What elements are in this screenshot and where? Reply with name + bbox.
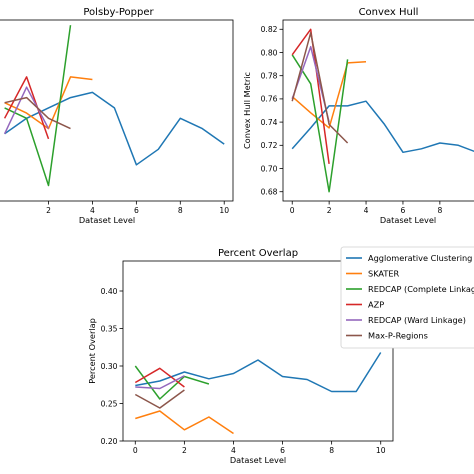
convex-hull-xtick-label: 4: [364, 206, 369, 215]
percent-overlap-ytick-label: 0.35: [101, 324, 118, 333]
percent-overlap-series-skater: [135, 410, 234, 435]
percent-overlap-xtick-label: 4: [231, 446, 236, 455]
convex-hull-ytick-label: 0.78: [261, 71, 278, 80]
percent-overlap-series-redcap-ward-linkage: [135, 375, 185, 390]
convex-hull-xtick-label: 0: [290, 206, 295, 215]
percent-overlap-series-max-p-regions: [134, 389, 185, 409]
legend-entry-agglomerative-clustering: Agglomerative Clustering: [368, 253, 472, 263]
convex-hull-ytick-label: 0.82: [261, 25, 278, 34]
convex-hull-ylabel: Convex Hull Metric: [242, 72, 252, 149]
convex-hull-ytick-label: 0.74: [261, 118, 278, 127]
polsby-popper-xtick-label: 4: [90, 206, 95, 215]
convex-hull-ytick-label: 0.68: [261, 188, 278, 197]
polsby-popper-series-redcap-complete-linkage: [4, 25, 72, 187]
convex-hull-series-skater: [291, 61, 367, 129]
polsby-popper-title: Polsby-Popper: [83, 7, 154, 18]
legend-entry-skater: SKATER: [368, 269, 400, 279]
convex-hull-title: Convex Hull: [359, 7, 419, 18]
percent-overlap-xtick-label: 10: [376, 446, 386, 455]
legend-frame: [340, 246, 474, 349]
polsby-popper-panel: 2 4 6 8 10 Polsby-Popper Dataset Level: [0, 7, 234, 225]
polsby-popper-axes-frame: [0, 19, 234, 202]
convex-hull-ytick-label: 0.80: [261, 48, 278, 57]
polsby-popper-series-azp: [3, 76, 50, 140]
legend-entry-max-p-regions: Max-P-Regions: [368, 331, 428, 341]
convex-hull-panel: 0 2 4 6 8 0.68 0.70 0.72 0.74 0.76 0.78 0.80 0.82 Con…: [242, 7, 474, 225]
polsby-popper-xtick-label: 2: [46, 206, 51, 215]
legend-entry-azp: AZP: [368, 300, 384, 310]
polsby-popper-xlabel: Dataset Level: [79, 215, 135, 225]
convex-hull-ytick-label: 0.70: [261, 164, 278, 173]
percent-overlap-xtick-label: 2: [182, 446, 187, 455]
convex-hull-xtick-label: 6: [401, 206, 406, 215]
convex-hull-series-agglomerative-clustering: [291, 100, 474, 154]
convex-hull-axes-frame: [282, 19, 474, 202]
percent-overlap-ylabel: Percent Overlap: [87, 318, 97, 384]
percent-overlap-ytick-label: 0.40: [101, 287, 118, 296]
polsby-popper-series-group: [3, 25, 225, 187]
legend-entry-redcap-complete-linkage: REDCAP (Complete Linkage): [368, 284, 474, 294]
percent-overlap-ytick-label: 0.20: [101, 437, 118, 446]
percent-overlap-panel: 0 2 4 6 8 10 0.20 0.25 0.30 0.35 0.40 Percent Overl…: [87, 248, 394, 465]
convex-hull-ytick-label: 0.72: [261, 141, 278, 150]
percent-overlap-axes-frame: [122, 260, 394, 442]
percent-overlap-xlabel: Dataset Level: [230, 455, 286, 465]
percent-overlap-ytick-label: 0.30: [101, 362, 118, 371]
legend: Agglomerative Clustering SKATER REDCAP (Co…: [340, 246, 474, 349]
legend-entry-redcap-ward-linkage: REDCAP (Ward Linkage): [368, 315, 466, 325]
percent-overlap-title: Percent Overlap: [218, 248, 298, 259]
convex-hull-xlabel: Dataset Level: [380, 215, 436, 225]
polsby-popper-xtick-label: 8: [178, 206, 183, 215]
percent-overlap-series-agglomerative-clustering: [135, 352, 382, 393]
percent-overlap-xtick-label: 8: [329, 446, 334, 455]
percent-overlap-xtick-label: 0: [133, 446, 138, 455]
percent-overlap-series-redcap-complete-linkage: [134, 365, 210, 400]
convex-hull-series-max-p-regions: [291, 32, 349, 144]
polsby-popper-series-redcap-ward-linkage: [3, 86, 50, 135]
percent-overlap-ytick-label: 0.25: [101, 399, 118, 408]
polsby-popper-xtick-label: 6: [134, 206, 139, 215]
polsby-popper-xtick-label: 10: [219, 206, 229, 215]
convex-hull-series-azp: [291, 28, 330, 165]
convex-hull-series-group: [291, 28, 474, 193]
polsby-popper-series-max-p-regions: [4, 96, 71, 130]
convex-hull-xtick-label: 8: [437, 206, 442, 215]
convex-hull-ytick-label: 0.76: [261, 95, 278, 104]
percent-overlap-series-group: [134, 352, 382, 435]
percent-overlap-xtick-label: 6: [280, 446, 285, 455]
convex-hull-xtick-label: 2: [327, 206, 332, 215]
polsby-popper-series-skater: [4, 76, 93, 130]
